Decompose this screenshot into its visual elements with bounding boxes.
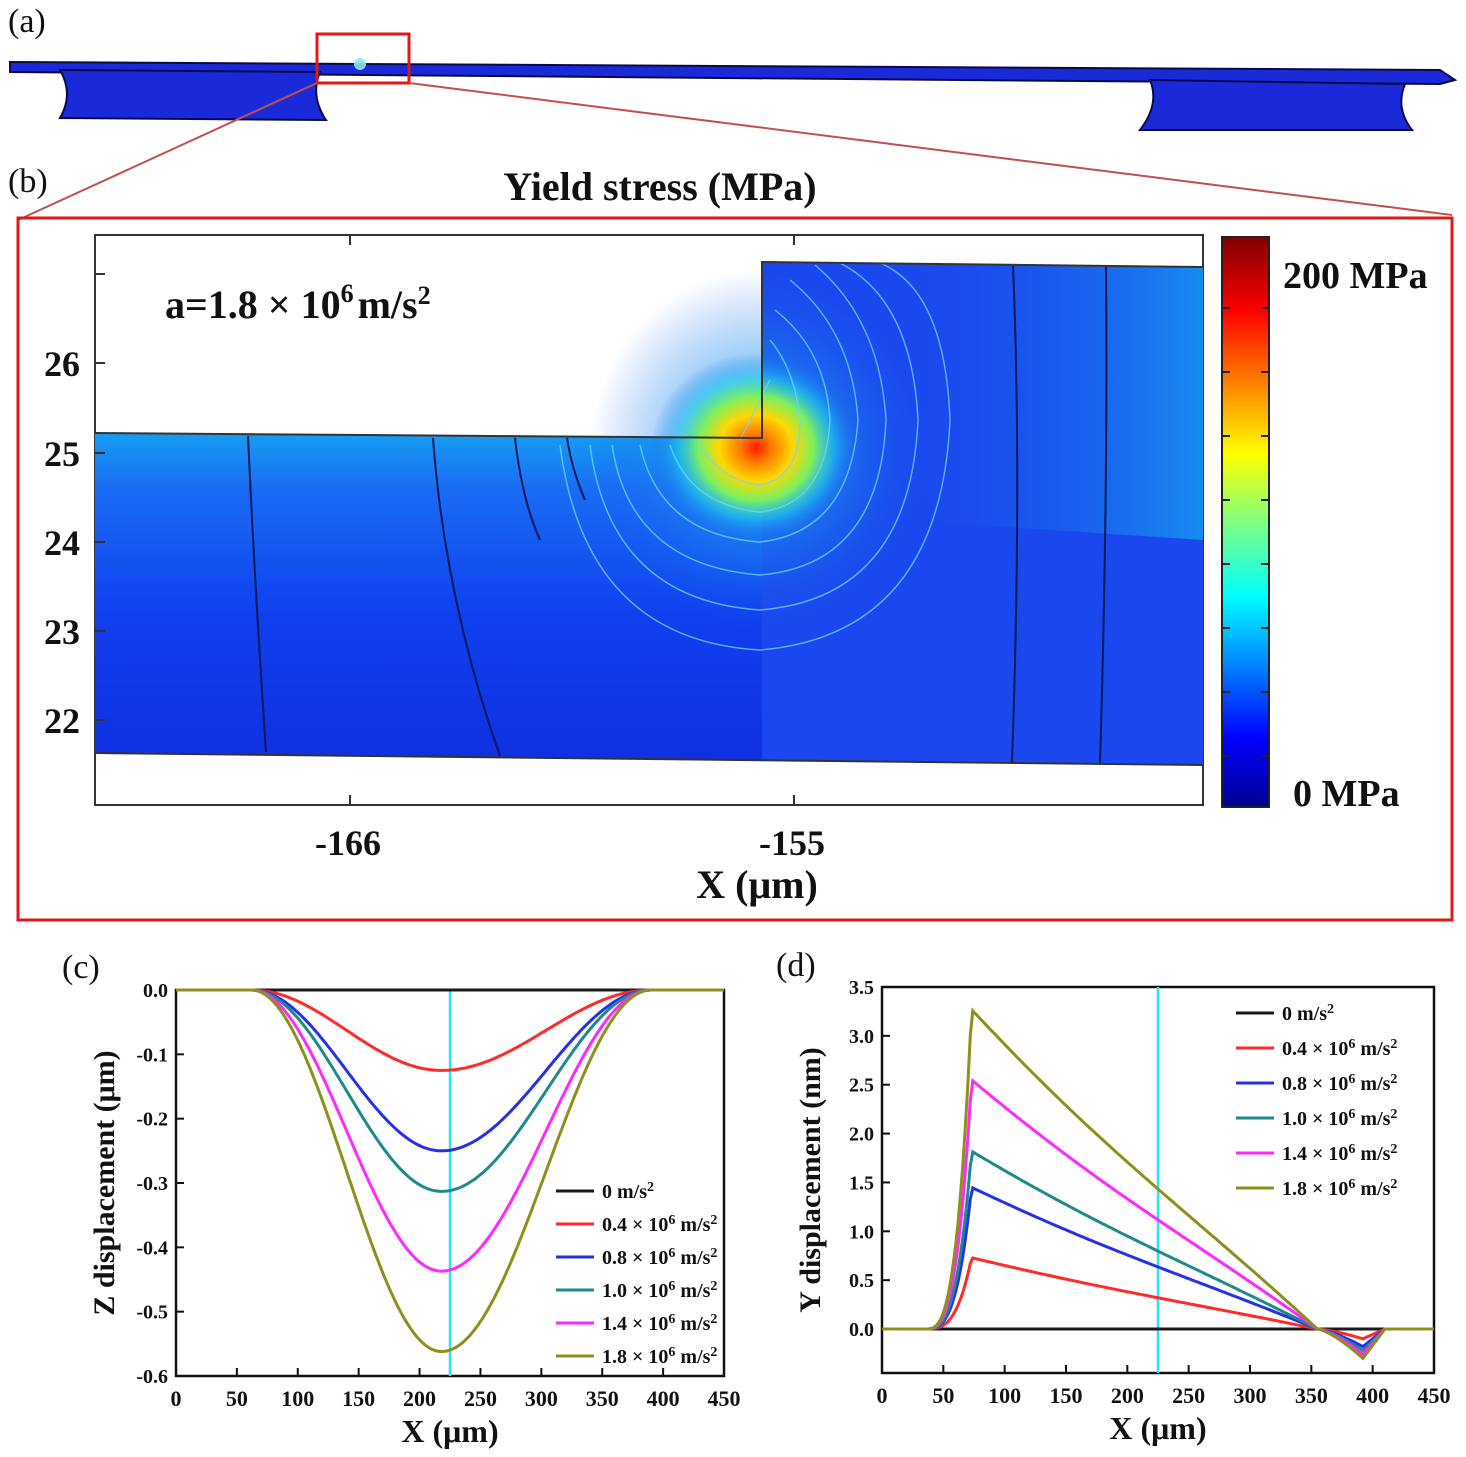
legend-label: 1.8 × 106 m/s2 xyxy=(1282,1177,1397,1201)
panel-b-frame xyxy=(16,216,1454,922)
x-tick-label: 300 xyxy=(525,1386,558,1411)
panel-b-title: Yield stress (MPa) xyxy=(503,164,816,209)
x-tick-label: 150 xyxy=(1050,1383,1083,1408)
y-tick-label: -0.1 xyxy=(136,1044,168,1066)
legend-label: 0.4 × 106 m/s2 xyxy=(1282,1037,1397,1061)
legend-label: 0.8 × 106 m/s2 xyxy=(1282,1072,1397,1096)
panel-label-c: (c) xyxy=(62,949,100,986)
y-tick: 22 xyxy=(44,701,80,741)
colorbar-min-label: 0 MPa xyxy=(1293,773,1400,815)
panel-b-annotation: a=1.8 × 106 m/s2 xyxy=(165,279,431,327)
x-tick: -155 xyxy=(759,823,825,863)
x-tick-label: 350 xyxy=(586,1386,619,1411)
x-tick-label: 200 xyxy=(1111,1383,1144,1408)
legend-label: 0.4 × 106 m/s2 xyxy=(602,1213,717,1237)
y-tick-label: -0.4 xyxy=(136,1237,168,1259)
y-tick-label: 1.5 xyxy=(849,1172,874,1194)
x-tick-label: 50 xyxy=(226,1386,248,1411)
zoom-region-box xyxy=(315,32,411,85)
panel-label-a: (a) xyxy=(8,3,46,40)
y-tick-label: -0.5 xyxy=(136,1302,168,1324)
y-axis-label: Z displacement (μm) xyxy=(88,1050,121,1315)
x-tick: -166 xyxy=(315,823,381,863)
y-tick-label: 2.0 xyxy=(849,1124,874,1146)
y-tick-label: 1.0 xyxy=(849,1221,874,1243)
y-tick-label: 3.0 xyxy=(849,1026,874,1048)
colorbar-max-label: 200 MPa xyxy=(1283,255,1428,297)
x-tick-label: 100 xyxy=(281,1386,314,1411)
x-tick-label: 0 xyxy=(171,1386,182,1411)
y-tick: 23 xyxy=(44,612,80,652)
y-axis-label: Y displacement (nm) xyxy=(794,1047,827,1313)
panel-b-x-ticks: -166 -155 xyxy=(315,823,825,863)
legend-label: 0 m/s2 xyxy=(1282,1002,1334,1026)
x-tick-label: 300 xyxy=(1234,1383,1267,1408)
x-tick-label: 250 xyxy=(464,1386,497,1411)
colorbar: 200 MPa 0 MPa xyxy=(1221,236,1428,815)
x-tick-label: 400 xyxy=(647,1386,680,1411)
panel-label-b: (b) xyxy=(8,163,48,200)
legend-label: 1.4 × 106 m/s2 xyxy=(602,1312,717,1336)
legend-label: 0 m/s2 xyxy=(602,1180,654,1204)
y-tick-label: 0.0 xyxy=(143,980,168,1002)
x-tick-label: 0 xyxy=(877,1383,888,1408)
x-axis-label: X (μm) xyxy=(401,1413,498,1449)
y-tick: 26 xyxy=(44,344,80,384)
panel-b-y-ticks: 26 25 24 23 22 xyxy=(44,344,80,741)
stress-contour-plot xyxy=(94,234,1204,806)
chart-c: 0 50 100 150 200 250 300 350 400 450 0.0 -0.1 -0.2 -0… xyxy=(88,980,741,1449)
series-line xyxy=(882,1007,1434,1361)
y-tick-label: 2.5 xyxy=(849,1075,874,1097)
y-tick-label: 0.0 xyxy=(849,1319,874,1341)
x-tick-label: 200 xyxy=(403,1386,436,1411)
x-tick-label: 150 xyxy=(342,1386,375,1411)
legend-label: 1.8 × 106 m/s2 xyxy=(602,1345,717,1369)
series-line xyxy=(882,1256,1434,1341)
chart-d: 0 50 100 150 200 250 300 350 400 450 3.5 3.0 2.5 2.0 1… xyxy=(794,977,1451,1446)
legend-label: 0.8 × 106 m/s2 xyxy=(602,1246,717,1270)
y-tick: 24 xyxy=(44,523,80,563)
y-tick-label: 0.5 xyxy=(849,1270,874,1292)
x-tick-label: 350 xyxy=(1295,1383,1328,1408)
y-tick: 25 xyxy=(44,434,80,474)
zoom-connector-left xyxy=(17,82,318,221)
panel-b-x-label: X (μm) xyxy=(696,862,818,907)
x-axis-label: X (μm) xyxy=(1109,1410,1206,1446)
x-tick-label: 50 xyxy=(932,1383,954,1408)
x-tick-label: 250 xyxy=(1172,1383,1205,1408)
x-tick-label: 400 xyxy=(1356,1383,1389,1408)
y-tick-label: -0.2 xyxy=(136,1109,168,1131)
y-tick-label: -0.3 xyxy=(136,1173,168,1195)
panel-label-d: (d) xyxy=(776,947,816,984)
beam-overview xyxy=(9,58,1458,131)
y-tick-label: -0.6 xyxy=(136,1366,168,1388)
legend-label: 1.0 × 106 m/s2 xyxy=(1282,1107,1397,1131)
legend-label: 1.0 × 106 m/s2 xyxy=(602,1279,717,1303)
series-line xyxy=(176,988,724,1354)
y-tick-label: 3.5 xyxy=(849,977,874,999)
x-tick-label: 450 xyxy=(1418,1383,1451,1408)
legend-label: 1.4 × 106 m/s2 xyxy=(1282,1142,1397,1166)
x-tick-label: 450 xyxy=(708,1386,741,1411)
zoom-connector-right xyxy=(408,82,1453,216)
x-tick-label: 100 xyxy=(988,1383,1021,1408)
